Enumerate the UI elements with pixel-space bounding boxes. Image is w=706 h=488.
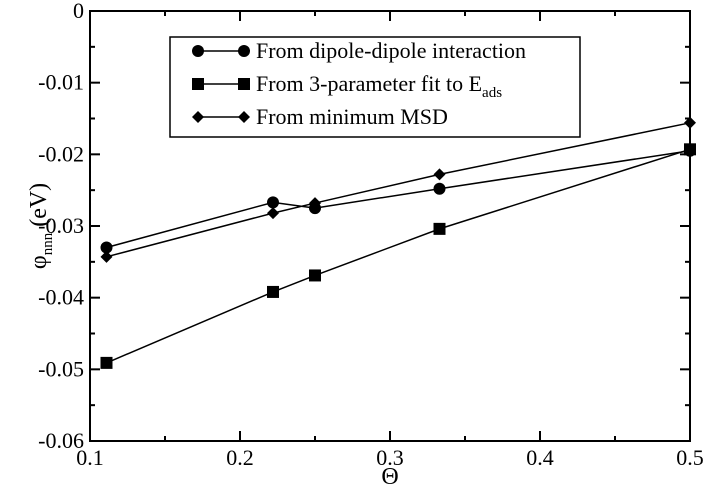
legend-label-msd: From minimum MSD (256, 104, 448, 129)
data-point-fit (309, 269, 321, 282)
data-point-msd (684, 116, 696, 129)
data-point-fit (433, 222, 446, 235)
axis-ticks (89, 10, 691, 442)
data-point-msd (267, 207, 279, 220)
x-axis-title: Θ (381, 464, 398, 488)
y-axis-title: φnnn (eV) (26, 183, 56, 269)
series-line-msd (106, 122, 691, 258)
y-tick-label: -0.02 (38, 141, 84, 166)
series-layer (100, 116, 696, 369)
x-tick-label: 0.5 (676, 445, 704, 470)
data-point-fit (684, 143, 696, 156)
data-point-fit (267, 285, 279, 298)
legend-marker-msd (192, 111, 204, 123)
legend-marker-fit (238, 78, 250, 90)
y-tick-label: -0.03 (38, 213, 84, 238)
x-tick-label: 0.1 (76, 445, 104, 470)
series-msd (100, 116, 696, 263)
data-point-dipole (433, 182, 446, 195)
x-tick-label: 0.3 (376, 445, 404, 470)
data-point-msd (100, 250, 113, 263)
x-tick-label: 0.4 (526, 445, 554, 470)
legend-label-fit-main: From 3-parameter fit to E (256, 71, 482, 96)
legend-marker-dipole (238, 45, 250, 57)
legend: From dipole-dipole interaction From 3-pa… (169, 36, 581, 138)
legend-label-fit-subscript: ads (482, 85, 502, 101)
data-point-fit (100, 356, 113, 369)
legend-label-dipole: From dipole-dipole interaction (256, 38, 526, 63)
y-tick-label: -0.06 (38, 428, 84, 453)
legend-marker-msd (238, 111, 250, 123)
data-point-msd (433, 168, 446, 181)
legend-label-fit: From 3-parameter fit to Eads (256, 71, 502, 101)
legend-marker-fit (192, 78, 204, 90)
y-axis-title-subscript: nnn (40, 232, 56, 255)
data-point-msd (309, 197, 321, 210)
series-dipole (100, 144, 696, 254)
y-tick-label: -0.05 (38, 356, 84, 381)
y-axis-title-main: φ (26, 255, 52, 269)
axis-tick-labels: 0.1 0.2 0.3 0.4 0.5 0 -0.01 -0.02 -0.03 -0.04 -0.0… (38, 0, 704, 470)
series-fit (100, 143, 696, 369)
series-line-dipole (106, 150, 691, 249)
legend-swatches (192, 45, 250, 123)
x-tick-label: 0.2 (226, 445, 254, 470)
data-point-dipole (100, 241, 113, 254)
y-tick-label: 0 (73, 0, 84, 23)
series-line-fit (106, 148, 691, 364)
data-point-dipole (267, 196, 279, 209)
legend-marker-dipole (192, 45, 204, 57)
y-axis-title-unit: (eV) (26, 183, 52, 233)
y-tick-label: -0.04 (38, 285, 84, 310)
y-tick-label: -0.01 (38, 70, 84, 95)
